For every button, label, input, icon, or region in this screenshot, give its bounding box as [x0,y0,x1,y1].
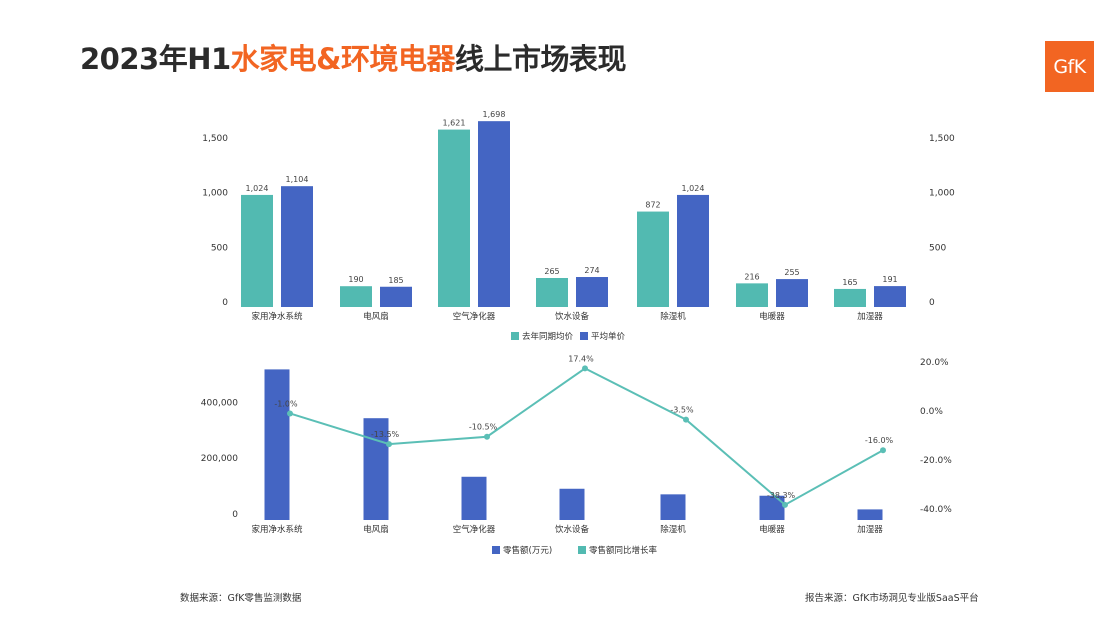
x-tick-label: 除湿机 [660,311,686,322]
growth-rate-label: -38.3% [767,491,796,500]
bar-retail-sales [559,488,585,520]
legend-label-avg-price: 平均单价 [591,331,626,342]
x-tick-label: 电暖器 [759,311,785,322]
growth-rate-point [782,501,788,508]
bar-last-year-avg-price [637,211,669,307]
y-tick-label-left: 0 [232,510,238,520]
y-tick-label-left: 400,000 [201,398,238,408]
x-tick-label: 空气净化器 [453,311,496,322]
growth-rate-point [386,441,392,448]
bar-last-year-avg-price [834,288,866,307]
x-tick-label: 家用净水系统 [251,311,303,322]
data-label: 872 [645,201,660,210]
growth-rate-label: -3.5% [670,406,694,415]
bar-last-year-avg-price [536,277,568,307]
y-tick-label-right: 1,000 [929,189,955,199]
data-source-note: 数据来源：GfK零售监测数据 [180,593,302,604]
growth-rate-label: -16.0% [865,436,894,445]
legend-swatch-growth-rate [578,546,586,554]
y-tick-label-left: 1,000 [202,189,228,199]
y-tick-label-right: -20.0% [920,456,952,466]
bar-avg-price [677,194,709,307]
legend-swatch-avg-price [580,332,588,340]
data-label: 1,698 [483,110,506,119]
y-tick-label-right: -40.0% [920,505,952,515]
growth-rate-label: -13.5% [371,430,400,439]
bar-avg-price [380,286,412,307]
x-tick-label: 电风扇 [363,524,389,535]
title-part-highlight: 水家电&环境电器 [230,42,456,76]
report-source-note: 报告来源：GfK市场洞见专业版SaaS平台 [805,593,979,604]
bar-last-year-avg-price [438,129,470,307]
gfk-logo: GfK [1045,41,1094,92]
x-tick-label: 饮水设备 [555,524,590,535]
bar-last-year-avg-price [736,283,768,307]
x-tick-label: 家用净水系统 [251,524,303,535]
y-tick-label-right: 500 [929,243,946,253]
legend-label-retail-sales: 零售额(万元) [503,545,552,556]
x-tick-label: 电暖器 [759,524,785,535]
bar-retail-sales [264,369,290,520]
bar-retail-sales [363,418,389,520]
bar-retail-sales [660,494,686,520]
growth-rate-point [582,365,588,372]
x-tick-label: 加湿器 [857,524,883,535]
x-tick-label: 饮水设备 [555,311,590,322]
bar-last-year-avg-price [340,286,372,307]
y-tick-label-left: 500 [211,243,228,253]
y-tick-label-right: 0.0% [920,407,943,417]
data-label: 191 [882,275,897,284]
bar-avg-price [576,277,608,307]
data-label: 255 [784,268,799,277]
growth-rate-label: -10.5% [469,423,498,432]
data-label: 1,104 [286,175,309,184]
bar-retail-sales [857,509,883,520]
growth-rate-point [287,410,293,417]
growth-rate-point [484,433,490,440]
y-tick-label-left: 1,500 [202,134,228,144]
legend-swatch-retail-sales [492,546,500,554]
growth-rate-label: -1.0% [274,399,298,408]
data-label: 185 [388,276,403,285]
page-title: 2023年H1水家电&环境电器线上市场表现 [80,36,626,78]
data-label: 274 [584,266,599,275]
growth-rate-label: 17.4% [568,354,594,363]
bar-retail-sales [461,476,487,520]
y-tick-label-right: 1,500 [929,134,955,144]
data-label: 1,621 [443,119,466,128]
y-tick-label-right: 0 [929,298,935,308]
y-tick-label-left: 200,000 [201,454,238,464]
growth-rate-point [683,416,689,423]
title-part-suffix: 线上市场表现 [454,42,627,76]
x-tick-label: 电风扇 [363,311,389,322]
y-tick-label-right: 20.0% [920,358,949,368]
legend-label-last-year-avg-price: 去年同期均价 [522,331,574,342]
legend-swatch-last-year-avg-price [511,332,519,340]
bar-avg-price [281,186,313,307]
bar-avg-price [776,279,808,307]
x-tick-label: 除湿机 [660,524,686,535]
data-label: 165 [842,278,857,287]
y-tick-label-left: 0 [222,298,228,308]
data-label: 190 [348,275,363,284]
bar-avg-price [478,121,510,307]
data-label: 216 [744,272,759,281]
data-label: 265 [544,267,559,276]
legend-label-growth-rate: 零售额同比增长率 [589,545,658,556]
bar-last-year-avg-price [241,194,273,307]
x-tick-label: 空气净化器 [453,524,496,535]
title-part-year: 2023年H1 [80,42,231,76]
data-label: 1,024 [246,184,269,193]
logo-text: GfK [1053,55,1086,78]
x-tick-label: 加湿器 [857,311,883,322]
data-label: 1,024 [682,184,705,193]
bar-avg-price [874,286,906,307]
growth-rate-point [880,447,886,454]
